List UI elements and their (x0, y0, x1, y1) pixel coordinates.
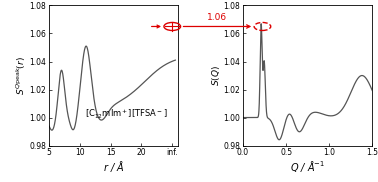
Text: 1.06: 1.06 (207, 13, 228, 22)
Y-axis label: $S(Q)$: $S(Q)$ (210, 65, 222, 86)
Y-axis label: $S^{Q\mathrm{peak}}(r)$: $S^{Q\mathrm{peak}}(r)$ (15, 56, 28, 95)
Text: [C$_{12}$mIm$^+$][TFSA$^-$]: [C$_{12}$mIm$^+$][TFSA$^-$] (85, 108, 168, 121)
X-axis label: $Q$ / Å$^{-1}$: $Q$ / Å$^{-1}$ (290, 159, 325, 174)
X-axis label: $r$ / Å: $r$ / Å (103, 159, 124, 174)
